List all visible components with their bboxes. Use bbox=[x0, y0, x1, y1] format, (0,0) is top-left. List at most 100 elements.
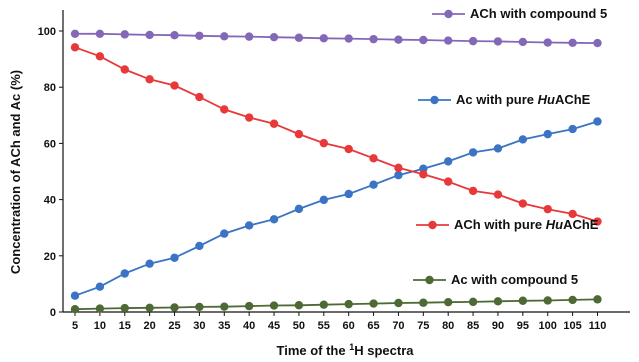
data-point-ach-with-compound-5 bbox=[518, 37, 528, 47]
x-tick-label: 55 bbox=[318, 320, 330, 332]
x-tick-label: 50 bbox=[293, 320, 305, 332]
legend-label-ac-with-pure-huache: Ac with pure HuAChE bbox=[456, 92, 591, 107]
data-point-ach-with-compound-5 bbox=[70, 29, 80, 39]
legend: ACh with compound 5 Ac with pure HuAChE AC… bbox=[413, 6, 607, 287]
x-tick-label: 105 bbox=[563, 320, 581, 332]
y-axis-title: Concentration of ACh and Ac (%) bbox=[8, 70, 23, 274]
x-tick-label: 5 bbox=[72, 320, 78, 332]
data-point-ach-with-compound-5 bbox=[468, 36, 478, 46]
data-point-ac-with-pure-huache bbox=[269, 215, 279, 224]
data-point-ac-with-compound-5 bbox=[170, 303, 179, 312]
data-point-ac-with-pure-huache bbox=[493, 144, 503, 153]
data-point-ach-with-compound-5 bbox=[568, 38, 577, 48]
data-point-ach-with-pure-huache bbox=[518, 199, 528, 208]
data-point-ach-with-compound-5 bbox=[269, 32, 279, 42]
y-axis-ticks: 0 20 40 60 80 100 bbox=[38, 26, 63, 319]
data-point-ac-with-pure-huache bbox=[568, 124, 577, 134]
legend-label-ach-with-pure-huache: ACh with pure HuAChE bbox=[454, 217, 599, 232]
data-point-ac-with-pure-huache bbox=[145, 259, 154, 268]
x-tick-label: 30 bbox=[193, 320, 205, 332]
data-point-ac-with-pure-huache bbox=[593, 117, 602, 126]
data-point-ach-with-pure-huache bbox=[568, 209, 577, 219]
x-tick-label: 110 bbox=[589, 320, 607, 332]
data-point-ac-with-compound-5 bbox=[294, 301, 304, 310]
data-point-ac-with-compound-5 bbox=[593, 295, 602, 304]
data-point-ach-with-compound-5 bbox=[344, 34, 353, 43]
data-point-ac-with-compound-5 bbox=[444, 297, 453, 307]
data-point-ach-with-compound-5 bbox=[120, 30, 129, 39]
x-tick-label: 20 bbox=[144, 320, 156, 332]
x-tick-label: 35 bbox=[218, 320, 230, 332]
data-point-ach-with-compound-5 bbox=[195, 31, 204, 40]
data-point-ach-with-compound-5 bbox=[294, 33, 304, 42]
data-point-ach-with-pure-huache bbox=[468, 186, 478, 196]
data-point-ach-with-compound-5 bbox=[369, 34, 378, 44]
x-tick-label: 45 bbox=[268, 320, 280, 332]
legend-marker-ac-with-compound-5 bbox=[425, 275, 434, 285]
data-point-ac-with-pure-huache bbox=[444, 157, 453, 166]
data-point-ach-with-pure-huache bbox=[95, 52, 105, 61]
data-point-ac-with-pure-huache bbox=[294, 204, 304, 214]
data-point-ac-with-compound-5 bbox=[543, 296, 552, 305]
data-point-ach-with-pure-huache bbox=[543, 204, 552, 214]
x-tick-label: 100 bbox=[539, 320, 557, 332]
x-axis-ticks: 5 10 15 20 25 30 35 40 45 50 55 60 65 70 75 80 85 90 95 100… bbox=[72, 312, 606, 332]
series-line-ach-with-compound-5 bbox=[75, 32, 598, 44]
data-point-ac-with-pure-huache bbox=[220, 229, 229, 238]
data-point-ach-with-compound-5 bbox=[419, 35, 428, 45]
data-point-ac-with-compound-5 bbox=[120, 303, 129, 313]
data-point-ach-with-compound-5 bbox=[444, 36, 453, 45]
data-point-ach-with-pure-huache bbox=[145, 75, 154, 84]
data-point-ac-with-pure-huache bbox=[543, 129, 552, 139]
data-point-ac-with-compound-5 bbox=[220, 302, 229, 311]
data-point-ac-with-pure-huache bbox=[468, 148, 478, 157]
y-tick-label: 80 bbox=[44, 82, 56, 94]
data-point-ach-with-pure-huache bbox=[493, 190, 503, 199]
legend-marker-ac-with-pure-huache bbox=[430, 95, 439, 105]
data-point-ach-with-compound-5 bbox=[220, 32, 229, 41]
series-group bbox=[70, 29, 602, 314]
data-point-ac-with-compound-5 bbox=[145, 303, 154, 312]
data-point-ach-with-pure-huache bbox=[344, 144, 353, 154]
x-tick-label: 25 bbox=[168, 320, 180, 332]
data-point-ach-with-pure-huache bbox=[593, 217, 602, 226]
legend-label-ac-with-compound-5: Ac with compound 5 bbox=[451, 272, 578, 287]
data-point-ach-with-compound-5 bbox=[319, 34, 328, 43]
data-point-ac-with-pure-huache bbox=[319, 195, 328, 205]
data-point-ac-with-compound-5 bbox=[70, 304, 80, 314]
data-point-ach-with-compound-5 bbox=[244, 32, 254, 41]
x-tick-label: 65 bbox=[367, 320, 379, 332]
axes bbox=[62, 10, 630, 313]
data-point-ach-with-pure-huache bbox=[294, 129, 304, 139]
data-point-ach-with-pure-huache bbox=[319, 138, 328, 148]
series-line-ac-with-pure-huache bbox=[74, 120, 598, 297]
data-point-ac-with-compound-5 bbox=[369, 299, 378, 308]
x-tick-label: 40 bbox=[243, 320, 255, 332]
data-point-ac-with-pure-huache bbox=[518, 135, 528, 144]
data-point-ach-with-pure-huache bbox=[269, 119, 279, 128]
x-tick-label: 95 bbox=[517, 320, 529, 332]
legend-label-ach-with-compound-5: ACh with compound 5 bbox=[470, 6, 607, 21]
data-point-ach-with-compound-5 bbox=[394, 35, 403, 44]
data-point-ach-with-pure-huache bbox=[220, 105, 229, 114]
data-point-ac-with-compound-5 bbox=[419, 298, 428, 307]
x-tick-label: 90 bbox=[492, 320, 504, 332]
x-tick-label: 80 bbox=[442, 320, 454, 332]
x-tick-label: 85 bbox=[467, 320, 479, 332]
data-point-ac-with-compound-5 bbox=[493, 297, 503, 306]
x-tick-label: 60 bbox=[343, 320, 355, 332]
legend-marker-ach-with-compound-5 bbox=[444, 9, 453, 19]
data-point-ac-with-pure-huache bbox=[195, 241, 204, 251]
data-point-ach-with-compound-5 bbox=[593, 38, 602, 48]
y-tick-label: 20 bbox=[44, 251, 56, 263]
data-point-ach-with-compound-5 bbox=[95, 29, 105, 39]
y-tick-label: 60 bbox=[44, 138, 56, 150]
data-point-ac-with-compound-5 bbox=[195, 302, 204, 312]
x-axis-title: Time of the 1H spectra bbox=[277, 342, 415, 358]
x-tick-label: 75 bbox=[417, 320, 429, 332]
data-point-ac-with-compound-5 bbox=[95, 304, 105, 313]
data-point-ac-with-pure-huache bbox=[244, 221, 254, 230]
series-line-ach-with-pure-huache bbox=[74, 46, 598, 223]
x-tick-label: 70 bbox=[392, 320, 404, 332]
